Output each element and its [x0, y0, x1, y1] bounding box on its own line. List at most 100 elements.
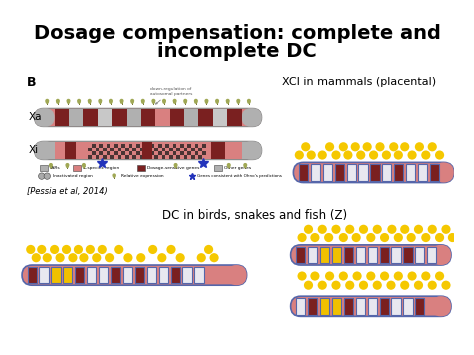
Bar: [213, 109, 227, 126]
Circle shape: [375, 142, 384, 151]
Circle shape: [194, 100, 198, 104]
Circle shape: [310, 272, 319, 280]
Text: Dosage-sensitive genes: Dosage-sensitive genes: [147, 166, 200, 170]
Circle shape: [298, 272, 307, 280]
Bar: [346, 164, 356, 181]
Circle shape: [247, 100, 251, 104]
Circle shape: [44, 173, 50, 179]
Bar: [332, 298, 341, 315]
Circle shape: [421, 151, 430, 160]
Bar: [162, 148, 165, 151]
Circle shape: [325, 272, 334, 280]
Bar: [184, 109, 199, 126]
Bar: [92, 151, 96, 155]
Bar: [173, 151, 176, 155]
Bar: [308, 298, 317, 315]
Bar: [415, 298, 424, 315]
Circle shape: [382, 151, 391, 160]
FancyBboxPatch shape: [35, 141, 55, 160]
Circle shape: [363, 142, 372, 151]
Circle shape: [324, 233, 333, 242]
Bar: [427, 247, 437, 263]
Circle shape: [380, 272, 389, 280]
Bar: [147, 148, 151, 151]
Circle shape: [66, 165, 69, 168]
Bar: [107, 151, 110, 155]
Circle shape: [389, 142, 398, 151]
Bar: [55, 142, 88, 159]
Bar: [125, 155, 128, 159]
Circle shape: [141, 99, 145, 103]
Text: PARs: PARs: [50, 166, 61, 170]
Circle shape: [345, 280, 355, 290]
Bar: [88, 155, 92, 159]
Circle shape: [67, 100, 70, 104]
Circle shape: [373, 225, 382, 234]
Bar: [92, 144, 96, 148]
Text: Relative expression: Relative expression: [120, 174, 163, 178]
Bar: [308, 247, 317, 263]
FancyBboxPatch shape: [242, 141, 262, 160]
Bar: [159, 267, 168, 283]
Bar: [137, 165, 146, 171]
Bar: [370, 164, 380, 181]
Bar: [141, 109, 155, 126]
Bar: [143, 144, 147, 148]
Circle shape: [88, 99, 92, 103]
Circle shape: [366, 233, 375, 242]
Bar: [183, 155, 187, 159]
Text: XCI in mammals (placental): XCI in mammals (placental): [282, 77, 436, 87]
Bar: [162, 155, 165, 159]
Circle shape: [130, 99, 134, 103]
Circle shape: [394, 233, 403, 242]
Bar: [110, 148, 114, 151]
Circle shape: [359, 280, 368, 290]
Bar: [69, 109, 83, 126]
Circle shape: [247, 99, 251, 103]
Bar: [128, 151, 132, 155]
Bar: [187, 151, 191, 155]
Circle shape: [166, 245, 175, 254]
Bar: [96, 155, 99, 159]
Circle shape: [210, 253, 219, 262]
Bar: [332, 247, 341, 263]
Bar: [73, 165, 81, 171]
Bar: [118, 155, 121, 159]
Circle shape: [331, 151, 341, 160]
Text: [Pessia et al, 2014): [Pessia et al, 2014): [27, 187, 108, 196]
Bar: [380, 298, 389, 315]
Circle shape: [82, 165, 86, 168]
Bar: [88, 142, 208, 159]
Circle shape: [204, 99, 209, 103]
Bar: [151, 144, 154, 148]
Circle shape: [215, 100, 219, 104]
Bar: [403, 298, 412, 315]
Circle shape: [237, 100, 240, 104]
Bar: [208, 142, 242, 159]
Circle shape: [38, 173, 45, 179]
Bar: [136, 144, 139, 148]
Bar: [121, 144, 125, 148]
Circle shape: [353, 272, 362, 280]
Bar: [99, 144, 103, 148]
Circle shape: [175, 253, 185, 262]
Circle shape: [295, 151, 304, 160]
FancyBboxPatch shape: [291, 245, 451, 265]
Bar: [112, 109, 127, 126]
Bar: [344, 298, 353, 315]
Circle shape: [226, 100, 229, 104]
Bar: [335, 164, 344, 181]
Bar: [202, 151, 206, 155]
Bar: [368, 247, 377, 263]
Circle shape: [65, 163, 70, 167]
Circle shape: [49, 163, 53, 167]
Bar: [176, 148, 180, 151]
Bar: [98, 109, 112, 126]
Circle shape: [400, 225, 410, 234]
Bar: [430, 164, 439, 181]
Circle shape: [50, 245, 59, 254]
Circle shape: [356, 151, 365, 160]
Bar: [123, 267, 132, 283]
Bar: [320, 298, 329, 315]
Bar: [114, 144, 118, 148]
